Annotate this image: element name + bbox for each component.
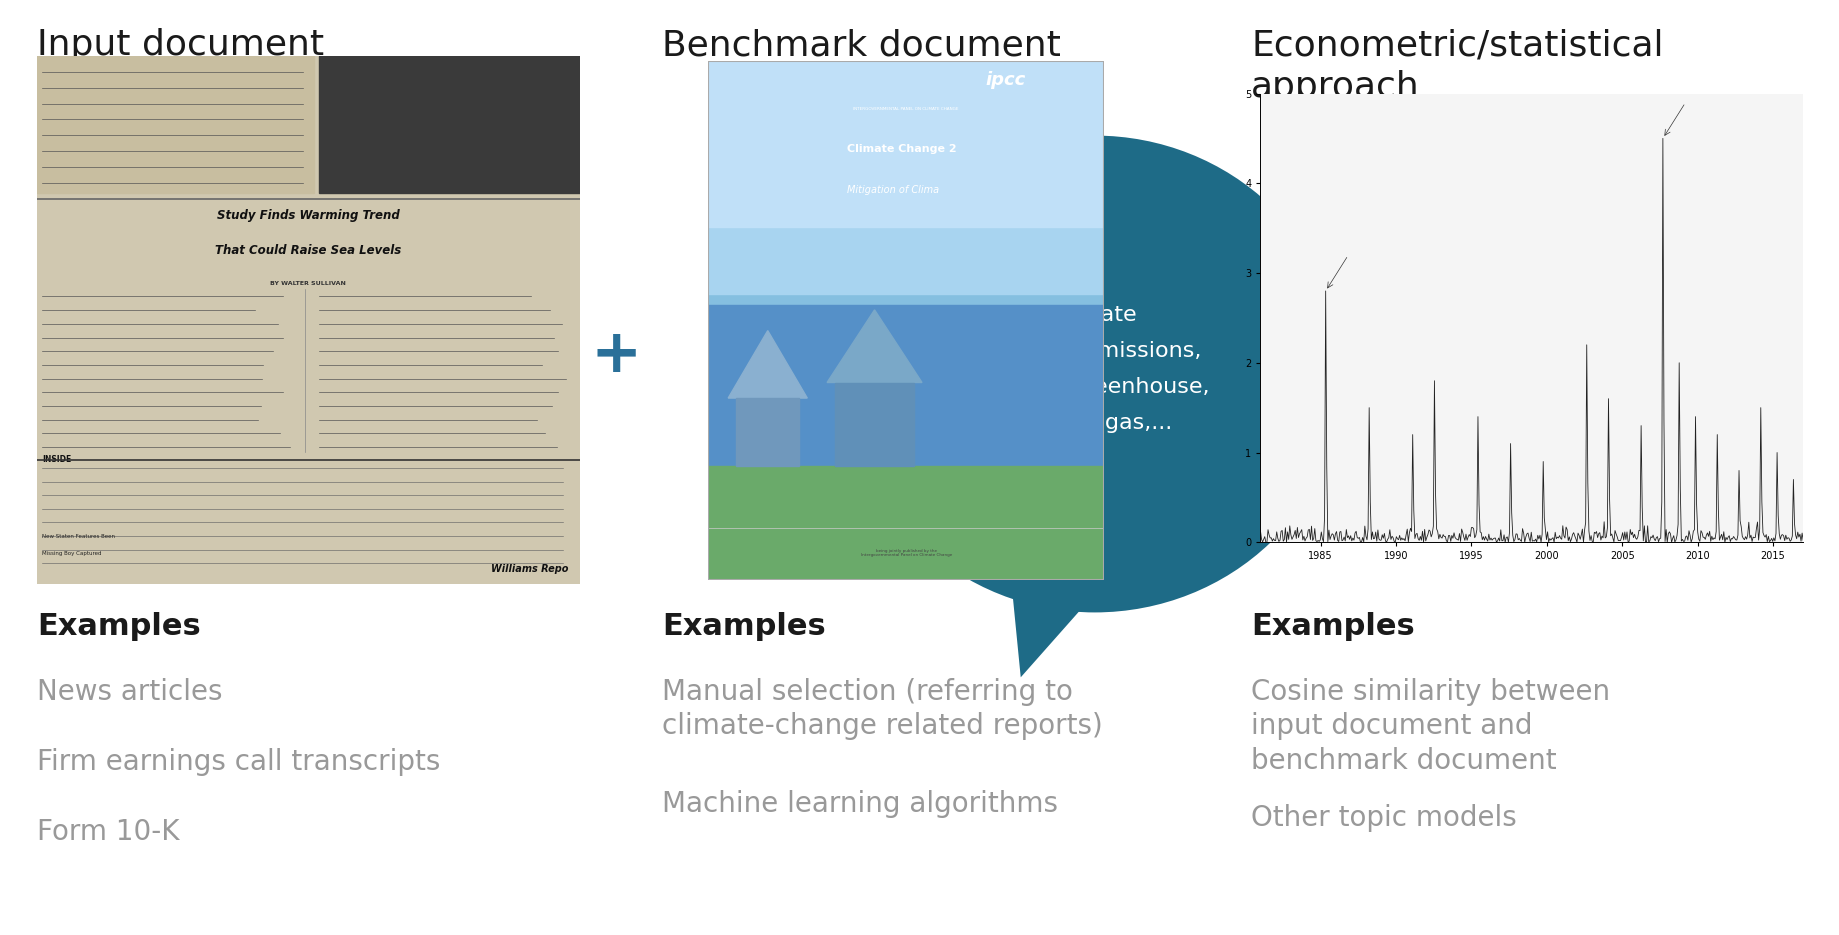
Bar — [736, 398, 798, 466]
Polygon shape — [1011, 583, 1103, 677]
Text: BY WALTER SULLIVAN: BY WALTER SULLIVAN — [270, 280, 346, 285]
Text: Examples: Examples — [37, 612, 200, 641]
Bar — [708, 61, 1103, 382]
Text: That Could Raise Sea Levels: That Could Raise Sea Levels — [215, 244, 401, 256]
Text: Form 10-K: Form 10-K — [37, 818, 178, 846]
Text: Machine learning algorithms: Machine learning algorithms — [662, 790, 1057, 818]
Polygon shape — [728, 331, 807, 398]
Text: Study Finds Warming Trend: Study Finds Warming Trend — [217, 209, 399, 223]
Text: Williams Repo: Williams Repo — [491, 564, 568, 574]
Text: ipcc: ipcc — [984, 71, 1024, 89]
Text: Mitigation of Clima: Mitigation of Clima — [846, 185, 938, 195]
Text: Benchmark document: Benchmark document — [662, 28, 1061, 62]
Text: Cosine similarity between
input document and
benchmark document: Cosine similarity between input document… — [1251, 678, 1609, 775]
Text: Firm earnings call transcripts: Firm earnings call transcripts — [37, 748, 440, 776]
Text: Examples: Examples — [1251, 612, 1414, 641]
Polygon shape — [828, 309, 921, 382]
Text: INTERGOVERNMENTAL PANEL ON CLIMATE CHANGE: INTERGOVERNMENTAL PANEL ON CLIMATE CHANG… — [853, 108, 958, 111]
Text: Missing Boy Captured: Missing Boy Captured — [42, 551, 101, 556]
Text: Climate Change 2: Climate Change 2 — [846, 144, 956, 153]
Text: INSIDE: INSIDE — [42, 455, 72, 464]
Bar — [708, 305, 1103, 502]
Bar — [318, 56, 579, 194]
Text: Input document: Input document — [37, 28, 324, 62]
Bar — [708, 61, 1103, 227]
Bar — [835, 382, 914, 466]
Text: Examples: Examples — [662, 612, 826, 641]
Text: News articles: News articles — [37, 678, 223, 706]
Text: Climate
change, emissions,
carbon, greenhouse,
natural gas,...: Climate change, emissions, carbon, green… — [980, 306, 1208, 433]
Bar — [708, 61, 1103, 295]
Text: being jointly published by the
Intergovernmental Panel on Climate Change: being jointly published by the Intergove… — [861, 549, 951, 557]
Text: New Staten Features Been: New Staten Features Been — [42, 534, 116, 539]
Text: +: + — [590, 325, 642, 385]
Bar — [708, 466, 1103, 580]
Text: Econometric/statistical
approach: Econometric/statistical approach — [1251, 28, 1662, 104]
Text: Manual selection (referring to
climate-change related reports): Manual selection (referring to climate-c… — [662, 678, 1103, 741]
Text: Other topic models: Other topic models — [1251, 804, 1515, 832]
Bar — [37, 56, 313, 194]
Ellipse shape — [846, 136, 1342, 612]
